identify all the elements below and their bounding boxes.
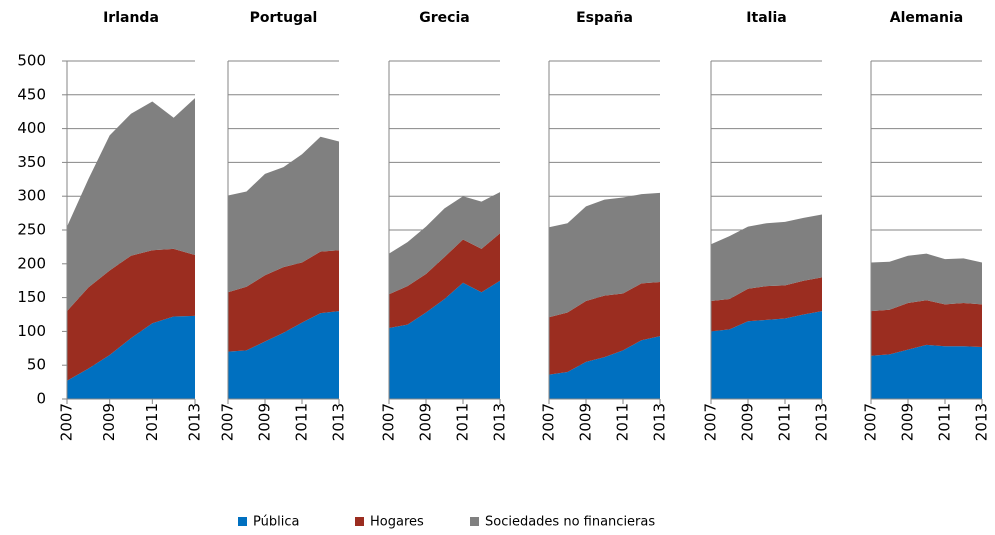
x-tick-label: 2011: [614, 403, 632, 441]
legend-label: Pública: [253, 515, 299, 530]
x-tick-label: 2007: [58, 403, 76, 441]
x-tick-label: 2009: [256, 403, 274, 441]
y-tick-label: 0: [36, 390, 46, 408]
legend-label: Hogares: [370, 515, 424, 530]
area: [389, 192, 500, 295]
area: [711, 214, 822, 301]
x-tick-label: 2009: [417, 403, 435, 441]
legend-swatch: [470, 517, 479, 526]
area: [549, 282, 660, 375]
x-tick-label: 2009: [100, 403, 118, 441]
panel-title: Portugal: [250, 10, 318, 26]
area: [549, 336, 660, 399]
area: [67, 248, 195, 381]
x-tick-label: 2013: [973, 403, 991, 441]
area: [228, 250, 339, 352]
area: [871, 253, 982, 312]
x-tick-label: 2009: [577, 403, 595, 441]
x-tick-label: 2013: [491, 403, 509, 441]
x-tick-label: 2011: [454, 403, 472, 441]
area: [67, 315, 195, 399]
legend-swatch: [355, 517, 364, 526]
y-tick-label: 200: [17, 254, 46, 272]
area: [228, 311, 339, 399]
legend-swatch: [238, 517, 247, 526]
area: [389, 280, 500, 399]
y-tick-label: 500: [17, 52, 46, 70]
x-tick-label: 2007: [219, 403, 237, 441]
y-tick-label: 150: [17, 288, 46, 306]
x-tick-label: 2009: [739, 403, 757, 441]
area: [228, 136, 339, 293]
y-tick-label: 300: [17, 187, 46, 205]
x-tick-label: 2013: [186, 403, 204, 441]
y-tick-label: 350: [17, 153, 46, 171]
x-tick-label: 2011: [776, 403, 794, 441]
y-tick-label: 450: [17, 85, 46, 103]
area: [67, 98, 195, 312]
panel-title: España: [576, 10, 633, 26]
x-tick-label: 2011: [293, 403, 311, 441]
x-tick-label: 2011: [143, 403, 161, 441]
panel-title: Grecia: [419, 10, 469, 26]
legend-label: Sociedades no financieras: [485, 515, 655, 530]
y-tick-label: 250: [17, 221, 46, 239]
x-tick-label: 2007: [702, 403, 720, 441]
y-tick-label: 50: [27, 356, 46, 374]
x-tick-label: 2009: [899, 403, 917, 441]
panel-title: Alemania: [890, 10, 963, 26]
area: [871, 300, 982, 356]
area: [389, 233, 500, 329]
y-tick-label: 400: [17, 119, 46, 137]
area: [711, 277, 822, 332]
x-tick-label: 2013: [813, 403, 831, 441]
x-tick-label: 2011: [936, 403, 954, 441]
x-tick-label: 2013: [651, 403, 669, 441]
x-tick-label: 2007: [862, 403, 880, 441]
panel-title: Irlanda: [103, 10, 159, 26]
panel-title: Italia: [746, 10, 786, 26]
x-tick-label: 2007: [380, 403, 398, 441]
y-tick-label: 100: [17, 322, 46, 340]
area: [711, 311, 822, 399]
area: [871, 344, 982, 399]
x-tick-label: 2013: [330, 403, 348, 441]
x-tick-label: 2007: [540, 403, 558, 441]
area: [549, 192, 660, 318]
